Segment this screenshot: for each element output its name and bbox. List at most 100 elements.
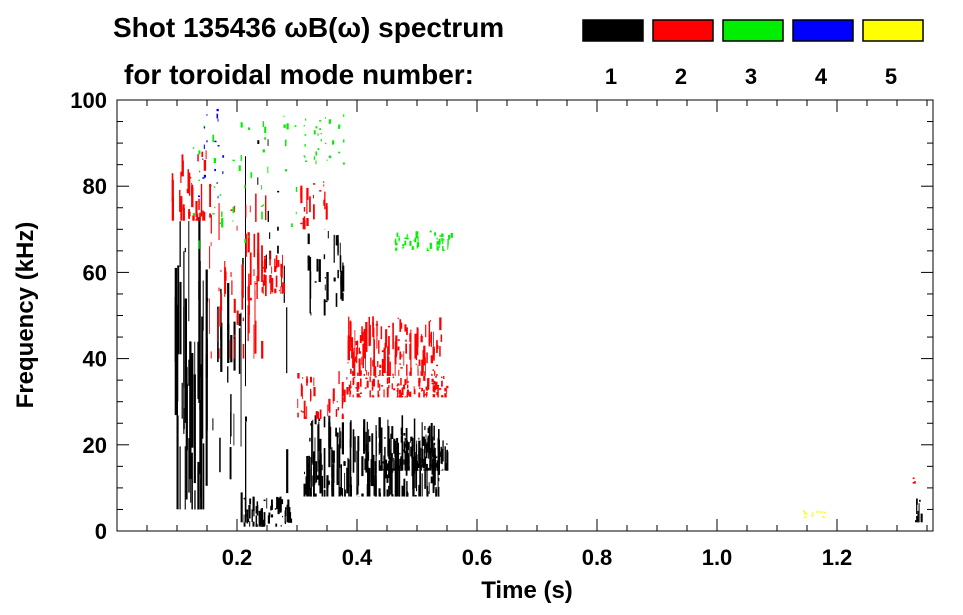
- mode-5-stroke: [803, 510, 805, 512]
- mode-1-stroke: [393, 457, 395, 471]
- mode-3-stroke: [232, 206, 235, 214]
- mode-2-stroke: [409, 343, 411, 360]
- mode-2-stroke: [247, 305, 249, 342]
- mode-1-stroke: [251, 509, 253, 522]
- mode-1-stroke: [350, 460, 352, 471]
- mode-2-stroke: [377, 361, 379, 367]
- mode-2-stroke: [421, 389, 423, 392]
- mode-2-stroke: [181, 154, 184, 171]
- mode-1-stroke: [405, 440, 408, 465]
- mode-5-stroke: [823, 517, 826, 519]
- mode-2-stroke: [353, 376, 356, 379]
- mode-1-stroke: [188, 359, 190, 386]
- mode-2-stroke: [410, 367, 412, 376]
- mode-1-stroke: [367, 468, 369, 497]
- legend-swatch-mode-1: [582, 19, 644, 42]
- mode-2-stroke: [300, 222, 303, 225]
- mode-2-stroke: [357, 384, 360, 390]
- mode-2-stroke: [388, 377, 390, 384]
- mode-1-stroke: [390, 454, 393, 495]
- mode-2-stroke: [358, 358, 361, 376]
- mode-3-stroke: [315, 160, 317, 165]
- mode-3-stroke: [264, 137, 267, 140]
- mode-2-stroke: [404, 324, 407, 332]
- mode-1-stroke: [398, 465, 401, 497]
- mode-4-stroke: [198, 195, 200, 197]
- mode-2-activity: [261, 251, 285, 294]
- mode-2-stroke: [423, 346, 426, 366]
- mode-1-stroke: [421, 448, 424, 461]
- mode-3-stroke: [213, 158, 216, 164]
- mode-2-stroke: [200, 209, 203, 217]
- mode-1-stroke: [379, 420, 381, 448]
- mode-3-stroke: [240, 124, 243, 128]
- mode-1-stroke: [337, 269, 339, 279]
- mode-1-activity: [212, 257, 244, 480]
- mode-1-stroke: [424, 448, 426, 458]
- mode-1-stroke: [260, 508, 263, 525]
- mode-3-stroke: [320, 139, 322, 142]
- mode-1-stroke: [399, 452, 401, 455]
- mode-2-stroke: [241, 289, 244, 310]
- mode-2-stroke: [313, 194, 314, 199]
- mode-2-stroke: [350, 380, 352, 389]
- mode-2-stroke: [317, 411, 319, 419]
- mode-2-stroke: [365, 377, 368, 380]
- mode-2-stroke: [229, 340, 231, 359]
- mode-2-stroke: [400, 367, 403, 369]
- mode-1-stroke: [393, 438, 396, 454]
- mode-1-stroke: [421, 422, 423, 467]
- mode-2-activity: [300, 181, 328, 230]
- mode-3-stroke: [320, 132, 322, 135]
- mode-2-stroke: [300, 410, 302, 412]
- mode-2-stroke: [399, 363, 401, 365]
- y-tick-label: 80: [83, 174, 107, 199]
- mode-1-stroke: [257, 177, 259, 185]
- mode-1-stroke: [186, 383, 188, 451]
- mode-1-stroke: [371, 466, 374, 487]
- mode-1-stroke: [418, 450, 420, 459]
- mode-2-stroke: [443, 375, 445, 379]
- mode-1-stroke: [438, 429, 440, 475]
- mode-2-stroke: [199, 170, 201, 173]
- mode-3-stroke: [343, 114, 345, 117]
- mode-4-stroke: [222, 171, 224, 174]
- mode-2-stroke: [263, 274, 266, 286]
- mode-2-stroke: [357, 372, 359, 376]
- mode-1-stroke: [394, 440, 397, 458]
- mode-2-stroke: [431, 360, 433, 362]
- mode-3-stroke: [267, 166, 269, 174]
- mode-3-stroke: [198, 150, 201, 155]
- mode-2-stroke: [313, 386, 316, 397]
- mode-1-stroke: [385, 459, 388, 479]
- mode-2-stroke: [444, 387, 447, 392]
- mode-5-stroke: [823, 511, 825, 513]
- mode-3-stroke: [325, 117, 326, 119]
- mode-1-stroke: [243, 497, 245, 500]
- mode-1-stroke: [375, 425, 377, 474]
- mode-1-stroke: [374, 461, 377, 497]
- mode-1-stroke: [320, 440, 322, 489]
- mode-1-stroke: [252, 496, 255, 512]
- mode-2-stroke: [418, 380, 421, 387]
- mode-3-stroke: [409, 240, 412, 246]
- mode-1-stroke: [324, 284, 326, 291]
- mode-2-stroke: [180, 210, 183, 221]
- mode-2-stroke: [172, 173, 174, 199]
- mode-1-stroke: [258, 510, 261, 527]
- mode-1-stroke: [289, 512, 292, 523]
- legend-swatch-mode-5: [862, 19, 924, 42]
- mode-1-stroke: [252, 521, 255, 527]
- mode-2-activity: [171, 150, 212, 221]
- mode-3-stroke: [447, 245, 449, 250]
- mode-2-stroke: [324, 191, 326, 210]
- mode-3-stroke: [413, 239, 415, 242]
- chart-title-line1: Shot 135436 ωB(ω) spectrum: [113, 12, 504, 43]
- mode-1-stroke: [347, 457, 349, 489]
- mode-1-stroke: [400, 435, 402, 443]
- mode-3-stroke: [426, 247, 428, 251]
- mode-1-stroke: [313, 451, 315, 497]
- mode-1-stroke: [424, 456, 427, 465]
- mode-2-stroke: [409, 394, 410, 396]
- mode-1-stroke: [368, 435, 371, 442]
